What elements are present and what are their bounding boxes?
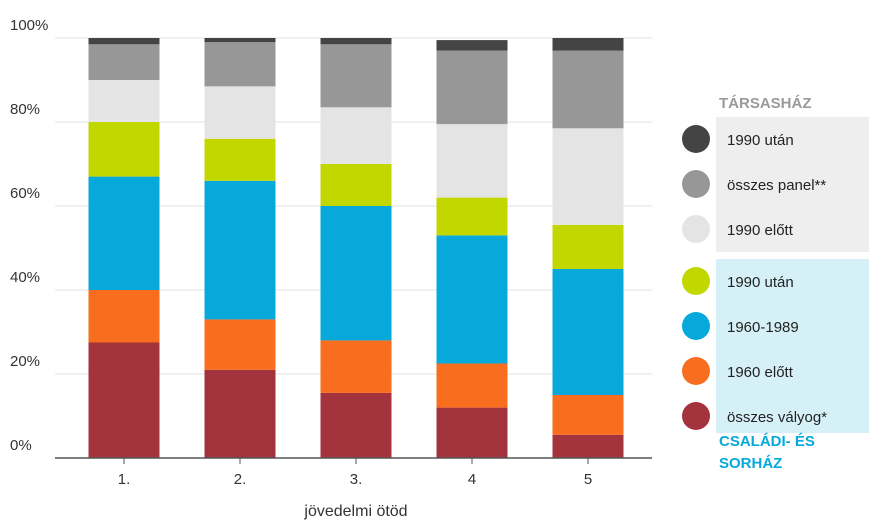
y-tick-label: 40% <box>10 269 40 286</box>
bar-segment <box>552 38 624 51</box>
y-tick-label: 60% <box>10 185 40 202</box>
bar-segment <box>552 224 624 269</box>
bar-segment <box>552 434 624 458</box>
bar-segment <box>436 124 508 198</box>
y-tick-label: 20% <box>10 353 40 370</box>
bar-segment <box>552 269 624 395</box>
bar-segment <box>320 107 392 164</box>
y-axis-ticks: 0% 20% 40% 60% 80% 100% <box>10 17 48 454</box>
bar-segment <box>320 206 392 341</box>
bar-segment <box>204 369 276 458</box>
legend-group-background <box>716 259 869 433</box>
legend-item-label: összes vályog* <box>727 409 827 426</box>
legend-swatch <box>682 312 710 340</box>
legend-item-label: összes panel** <box>727 177 826 194</box>
legend-swatch <box>682 267 710 295</box>
bar-segment <box>204 86 276 139</box>
bars <box>88 38 624 458</box>
bar-segment <box>88 290 160 343</box>
bar-segment <box>320 392 392 458</box>
legend-swatch <box>682 357 710 385</box>
legend-item-label: 1960-1989 <box>727 319 799 336</box>
bar-segment <box>204 138 276 181</box>
legend-swatch <box>682 125 710 153</box>
legend-item-label: 1960 előtt <box>727 364 794 381</box>
legend-item-label: 1990 után <box>727 132 794 149</box>
y-tick-label: 0% <box>10 437 32 454</box>
bar-segment <box>88 80 160 122</box>
bar-segment <box>88 122 160 177</box>
bar-segment <box>552 50 624 129</box>
bar-segment <box>552 128 624 225</box>
bar-segment <box>320 38 392 45</box>
bar-segment <box>436 363 508 408</box>
legend-item-label: 1990 előtt <box>727 222 794 239</box>
bar-segment <box>88 38 160 45</box>
bar-segment <box>552 395 624 435</box>
x-tick-label: 1. <box>118 471 131 488</box>
legend-swatch <box>682 215 710 243</box>
bar-segment <box>320 340 392 393</box>
x-tick-label: 4 <box>468 471 476 488</box>
legend-swatch <box>682 170 710 198</box>
bar-segment <box>320 44 392 108</box>
legend: TÁRSASHÁZ 1990 után összes panel** 1990 elő… <box>682 95 869 472</box>
x-tick-label: 5 <box>584 471 592 488</box>
bar-segment <box>436 197 508 236</box>
bar-segment <box>88 44 160 80</box>
bar-segment <box>88 342 160 458</box>
x-tick-label: 2. <box>234 471 247 488</box>
bar-segment <box>320 164 392 206</box>
x-axis-ticks: 1. 2. 3. 4 5 <box>118 458 592 488</box>
bar-segment <box>204 319 276 370</box>
bar-segment <box>204 38 276 43</box>
bar-segment <box>204 42 276 87</box>
bar-segment <box>436 40 508 51</box>
legend-group-title: SORHÁZ <box>719 455 782 472</box>
legend-group-title: TÁRSASHÁZ <box>719 95 812 112</box>
y-tick-label: 100% <box>10 17 48 34</box>
bar-segment <box>436 235 508 364</box>
legend-group-title: CSALÁDI- ÉS <box>719 433 815 450</box>
bar-segment <box>204 180 276 320</box>
bar-segment <box>436 50 508 125</box>
bar-segment <box>88 176 160 290</box>
legend-swatch <box>682 402 710 430</box>
x-axis-label: jövedelmi ötöd <box>303 503 407 520</box>
x-tick-label: 3. <box>350 471 363 488</box>
legend-item-label: 1990 után <box>727 274 794 291</box>
y-tick-label: 80% <box>10 101 40 118</box>
bar-segment <box>436 407 508 458</box>
legend-group-background <box>716 117 869 252</box>
